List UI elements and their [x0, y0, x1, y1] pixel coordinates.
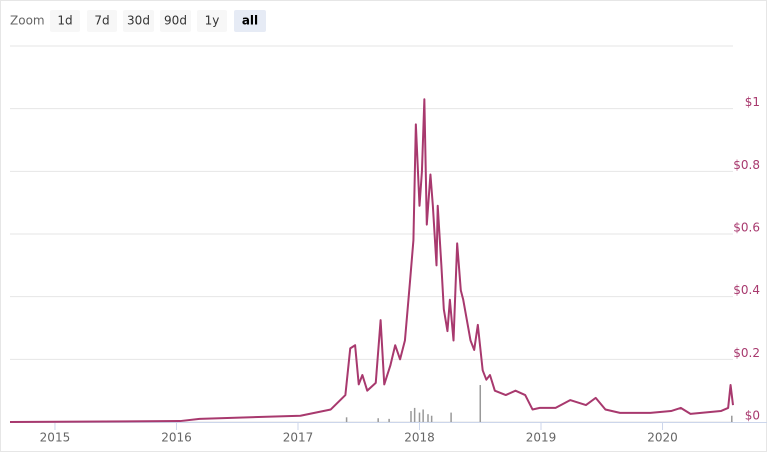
price-line — [9, 98, 734, 423]
zoom-label: Zoom — [10, 14, 45, 28]
zoom-button[interactable]: 1y — [197, 10, 227, 32]
zoom-button[interactable]: 30d — [123, 10, 154, 32]
volume-bar — [418, 412, 421, 422]
volume-bar — [430, 415, 433, 422]
volume-bar — [479, 385, 482, 422]
button-label: 90d — [164, 14, 187, 28]
button-bg — [123, 10, 154, 32]
volume-bar — [427, 414, 429, 422]
button-bg — [234, 10, 266, 32]
volume-bar — [377, 418, 379, 422]
x-tick-label: 2016 — [161, 431, 192, 445]
button-label: 1y — [205, 14, 220, 28]
button-bg — [160, 10, 191, 32]
plot-area: $0 $0.2 $0.4 $0.6 $0.8 $1 2015 2016 2017 2018 2019… — [9, 45, 767, 445]
volume-bar — [345, 417, 348, 422]
y-tick-label: $0.4 — [733, 283, 760, 297]
button-label: 30d — [127, 14, 150, 28]
y-tick-label: $0.6 — [733, 221, 760, 235]
zoom-button[interactable]: all — [234, 10, 266, 32]
zoom-button[interactable]: 90d — [160, 10, 191, 32]
button-label: all — [242, 14, 258, 28]
button-bg — [197, 10, 227, 32]
x-tick-label: 2018 — [404, 431, 435, 445]
button-bg — [50, 10, 80, 32]
volume-bar — [731, 415, 733, 422]
x-tick-label: 2019 — [526, 431, 557, 445]
zoom-button[interactable]: 1d — [50, 10, 80, 32]
button-label: 1d — [57, 14, 72, 28]
y-tick-label: $1 — [745, 95, 760, 109]
y-tick-label: $0.2 — [733, 346, 760, 360]
volume-bar — [388, 418, 390, 422]
button-label: 7d — [94, 14, 109, 28]
volume-bar — [410, 411, 412, 422]
button-bg — [87, 10, 117, 32]
y-tick-label: $0.8 — [733, 158, 760, 172]
y-tick-label: $0 — [745, 409, 760, 423]
volume-bar — [413, 407, 416, 422]
zoom-button[interactable]: 7d — [87, 10, 117, 32]
range-selector: Zoom 1d 7d 30d 90d 1y all — [10, 10, 266, 32]
x-tick-label: 2015 — [40, 431, 71, 445]
volume-bar — [422, 409, 424, 422]
x-tick-label: 2017 — [283, 431, 314, 445]
volume-bar — [450, 412, 452, 422]
x-tick-label: 2020 — [647, 431, 678, 445]
